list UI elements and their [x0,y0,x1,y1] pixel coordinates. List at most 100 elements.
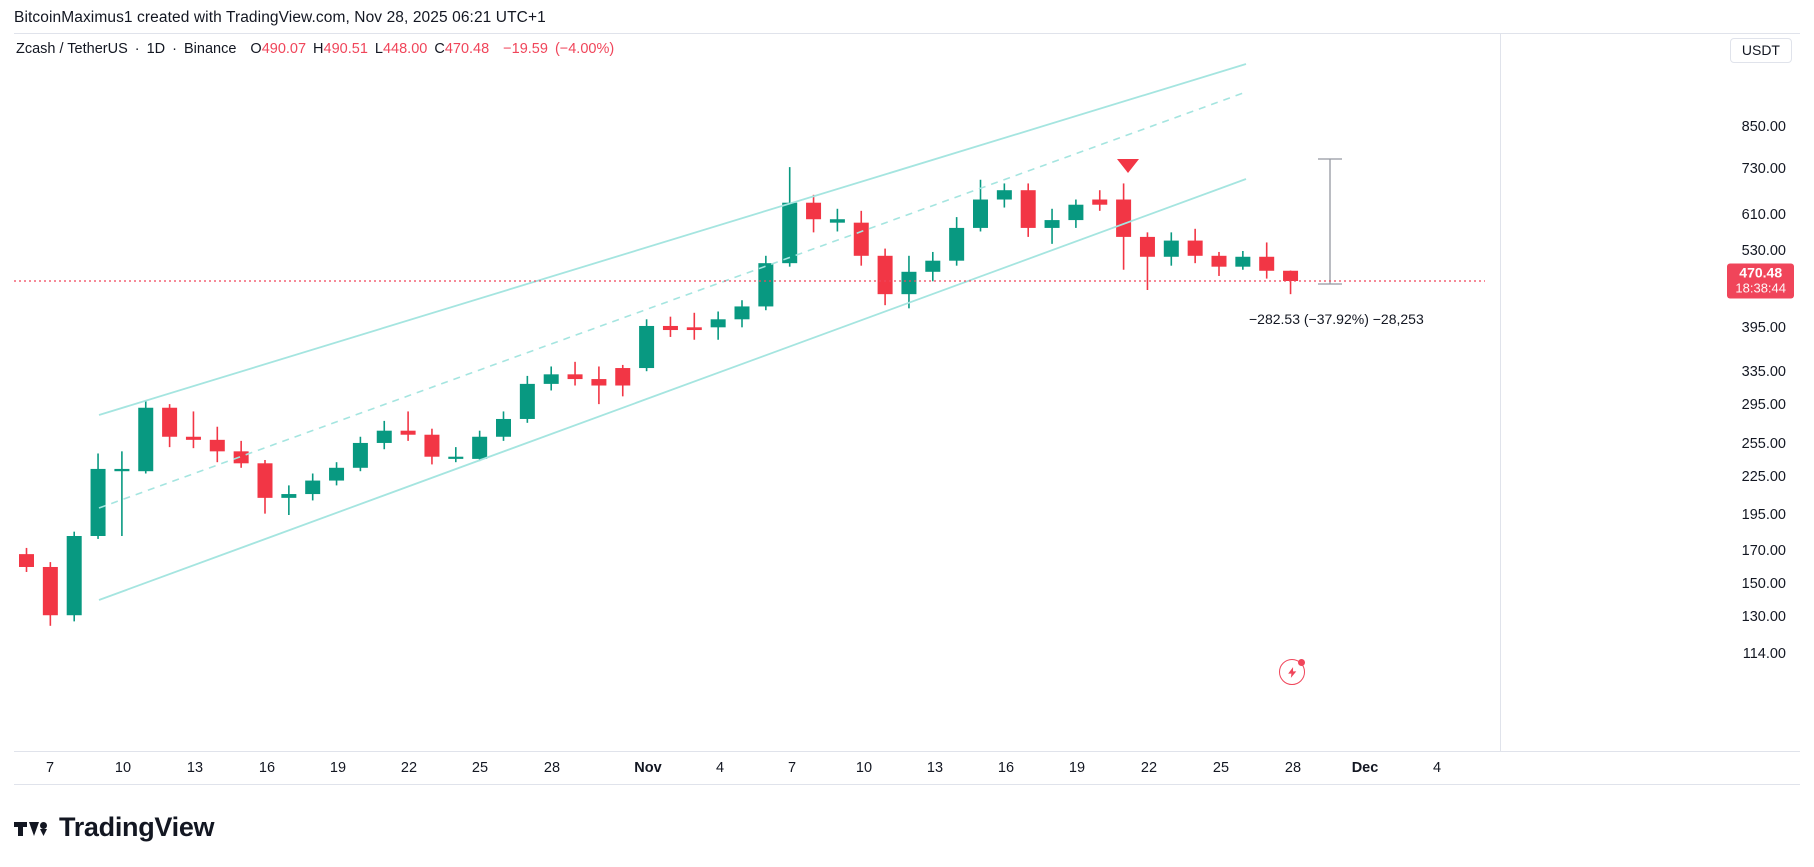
candlestick [925,251,941,282]
time-tick: 16 [258,760,276,776]
candlestick [424,428,440,465]
candlestick [257,459,273,514]
candlestick [1211,251,1227,276]
price-tick: 195.00 [1741,507,1786,523]
time-tick: 7 [45,760,55,776]
candlestick [496,411,511,441]
time-tick: 16 [997,760,1015,776]
time-tick: 10 [855,760,873,776]
candlestick [1020,183,1036,237]
candlestick [543,366,559,391]
price-tick: 170.00 [1741,543,1786,559]
time-tick: 10 [114,760,132,776]
price-tick: 850.00 [1741,119,1786,135]
time-tick: 28 [1284,760,1302,776]
chart-panel: Zcash / TetherUS · 1D · Binance O490.07 H490.5… [14,33,1800,785]
price-tick: 150.00 [1741,576,1786,592]
candlestick [281,485,297,515]
time-tick: 28 [543,760,561,776]
time-tick: 19 [329,760,347,776]
candlestick [639,319,655,372]
measurement-label: −282.53 (−37.92%) −28,253 [1249,311,1424,327]
time-tick: 13 [186,760,204,776]
legend-close-label: C [434,41,445,57]
currency-label[interactable]: USDT [1729,38,1792,63]
candlestick [853,210,869,266]
candlestick [829,208,845,232]
candlestick [758,255,774,311]
time-tick: Nov [634,760,662,776]
candlestick [400,411,416,441]
candlestick [162,404,178,448]
candlestick [185,411,201,449]
attribution-text: BitcoinMaximus1 created with TradingView… [14,9,546,26]
candlestick [686,312,702,340]
candlestick [66,531,82,622]
channel-median-line[interactable] [98,91,1247,509]
legend-separator-1: · [134,41,140,57]
time-tick: Dec [1351,760,1379,776]
candlestick [567,361,583,386]
time-tick: 4 [715,760,725,776]
zap-badge-icon[interactable] [1279,659,1305,685]
tradingview-wordmark: TradingView [59,812,215,842]
channel-lower-line[interactable] [98,178,1247,601]
tradingview-logo-icon [14,821,47,836]
price-tick: 255.00 [1741,436,1786,452]
candlestick [138,400,154,474]
candlestick [1235,251,1251,270]
price-tick: 225.00 [1741,469,1786,485]
current-price-tag: 470.48 18:38:44 [1727,263,1794,299]
legend-change-abs: −19.59 [503,41,548,57]
legend-high-label: H [313,41,324,57]
time-tick: 25 [1212,760,1230,776]
tradingview-watermark: TradingView [14,812,215,843]
candlestick [114,451,130,537]
candlestick [996,183,1012,208]
candlestick [1068,199,1084,228]
candlestick [662,316,678,337]
candlestick [233,440,249,468]
candlestick [19,547,34,572]
candlestick [42,562,58,626]
time-tick: 4 [1432,760,1442,776]
candlestick [615,364,631,397]
legend-low-value: 448.00 [382,41,428,57]
legend-symbol[interactable]: Zcash / TetherUS [16,41,128,57]
channel-upper-line[interactable] [98,63,1247,416]
candlestick [806,194,822,233]
price-tick: 114.00 [1742,646,1786,662]
candlestick [1283,270,1299,295]
time-tick: 22 [400,760,418,776]
candlestick [329,462,345,486]
candlestick [734,300,750,328]
legend-separator-2: · [172,41,177,57]
candlestick [1259,242,1275,279]
legend-interval[interactable]: 1D [146,41,166,57]
time-scale[interactable]: 7 10 13 16 19 22 25 28 Nov 4 7 10 13 16 19 22 25 28 Dec 4 [14,751,1800,784]
current-price-value: 470.48 [1739,264,1783,281]
legend-open-value: 490.07 [261,41,307,57]
candlestick [591,366,607,405]
candlestick [1139,232,1155,290]
legend-change-pct: (−4.00%) [554,41,615,57]
time-tick: 25 [471,760,489,776]
legend-exchange[interactable]: Binance [184,41,237,57]
candlestick [710,311,726,340]
legend-open-label: O [250,41,262,57]
short-position-marker-icon[interactable] [1117,159,1139,173]
candlestick-series [19,167,1299,626]
price-tick: 395.00 [1741,320,1786,336]
price-tick: 730.00 [1741,161,1786,177]
time-tick: 7 [787,760,797,776]
chart-legend: Zcash / TetherUS · 1D · Binance O490.07 H490.5… [16,40,614,58]
legend-high-value: 490.51 [323,41,368,57]
candlestick [1092,190,1108,211]
lightning-bolt-icon [1287,666,1296,678]
candlestick [1187,228,1203,264]
chart-plot-area[interactable] [14,34,1485,752]
price-tick: 530.00 [1741,243,1786,259]
time-tick: 19 [1068,760,1086,776]
price-scale[interactable]: USDT 850.00 730.00 610.00 530.00 395.00 335.0… [1500,34,1800,752]
candlestick [376,420,392,450]
